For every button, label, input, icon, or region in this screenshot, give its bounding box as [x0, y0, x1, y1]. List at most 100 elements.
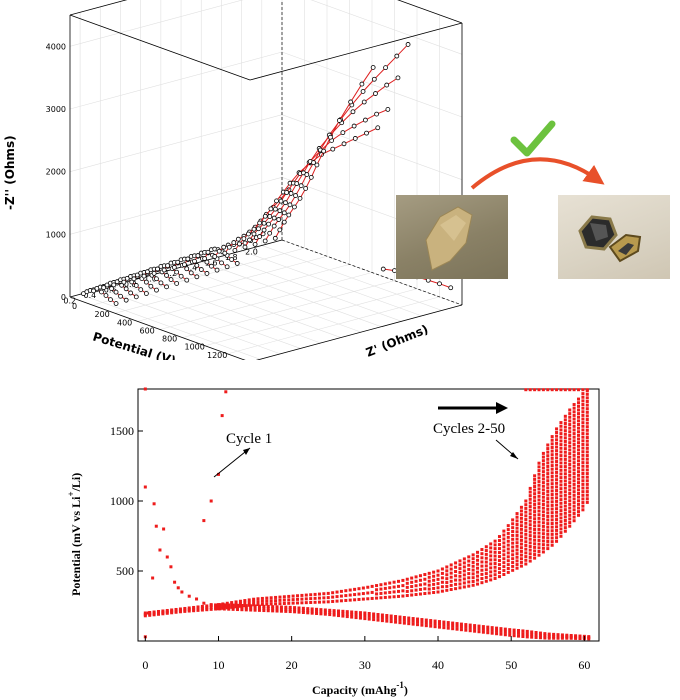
data-point	[572, 497, 576, 501]
data-point	[565, 633, 569, 637]
data-point	[260, 596, 264, 600]
data-point	[143, 387, 147, 391]
data-point	[462, 557, 466, 561]
data-point	[555, 441, 559, 445]
data-point	[205, 606, 209, 610]
data-point	[451, 621, 455, 625]
data-point	[563, 522, 567, 526]
data-point	[552, 632, 556, 636]
data-point	[502, 557, 506, 561]
data-point	[517, 634, 521, 638]
data-point	[410, 580, 414, 584]
data-point	[585, 457, 589, 461]
data-point	[581, 442, 585, 446]
data-point	[519, 513, 523, 517]
data-point	[389, 617, 393, 621]
data-point	[131, 276, 137, 282]
data-point	[427, 591, 431, 595]
grid-line	[159, 272, 373, 330]
data-point	[257, 608, 261, 612]
data-point	[277, 227, 283, 233]
data-point	[559, 516, 563, 520]
data-point	[489, 578, 493, 582]
data-point	[455, 622, 459, 626]
data-point	[462, 577, 466, 581]
data-point	[546, 388, 550, 392]
data-point	[559, 487, 563, 491]
data-point	[310, 611, 314, 615]
data-point	[440, 567, 444, 571]
data-point	[511, 568, 515, 572]
data-point	[537, 483, 541, 487]
data-point	[225, 604, 229, 608]
data-point	[367, 612, 371, 616]
grid-line	[180, 266, 362, 333]
data-point	[336, 609, 340, 613]
data-point	[476, 554, 480, 558]
data-point	[370, 590, 374, 594]
data-point	[354, 613, 358, 617]
y-tick-label: 0.2	[63, 296, 76, 305]
data-point	[572, 442, 576, 446]
data-point	[244, 608, 248, 612]
data-point	[282, 595, 286, 599]
data-point	[272, 235, 278, 241]
data-point	[196, 607, 200, 611]
data-point	[533, 538, 537, 542]
data-point	[572, 417, 576, 421]
data-point	[543, 634, 547, 638]
data-point	[572, 511, 576, 515]
data-point	[174, 607, 178, 611]
data-point	[585, 450, 589, 454]
data-point	[411, 622, 415, 626]
data-point	[515, 555, 519, 559]
data-point	[497, 551, 501, 555]
data-point	[563, 461, 567, 465]
data-point	[519, 549, 523, 553]
data-point	[331, 599, 335, 603]
data-point	[555, 496, 559, 500]
data-point	[388, 595, 392, 599]
data-point	[521, 632, 525, 636]
data-point	[515, 552, 519, 556]
grid-line	[120, 283, 301, 349]
data-point	[577, 404, 581, 408]
data-point	[585, 479, 589, 483]
data-point	[275, 605, 279, 609]
data-point	[550, 464, 554, 468]
data-point	[314, 162, 320, 168]
data-point	[476, 558, 480, 562]
data-point	[585, 497, 589, 501]
y-tick-label: 1.2	[164, 269, 177, 278]
data-point	[440, 576, 444, 580]
data-point	[128, 290, 134, 296]
data-point	[196, 605, 200, 609]
data-point	[537, 502, 541, 506]
data-point	[533, 492, 537, 496]
data-point	[541, 484, 545, 488]
data-point	[555, 503, 559, 507]
data-point	[224, 264, 230, 270]
data-point	[572, 453, 576, 457]
data-point	[205, 604, 209, 608]
data-point	[200, 606, 204, 610]
data-point	[214, 607, 218, 611]
data-point	[533, 556, 537, 560]
data-point	[205, 249, 211, 255]
data-point	[541, 503, 545, 507]
frame-edge	[69, 296, 246, 360]
data-point	[581, 403, 585, 407]
data-point	[458, 582, 462, 586]
data-point	[559, 461, 563, 465]
data-point	[555, 474, 559, 478]
data-point	[383, 595, 387, 599]
data-point	[339, 599, 343, 603]
data-point	[581, 457, 585, 461]
data-point	[260, 599, 264, 603]
data-point	[519, 542, 523, 546]
data-point	[375, 588, 379, 592]
data-point	[476, 578, 480, 582]
data-point	[371, 76, 377, 82]
data-point	[388, 581, 392, 585]
data-point	[427, 587, 431, 591]
